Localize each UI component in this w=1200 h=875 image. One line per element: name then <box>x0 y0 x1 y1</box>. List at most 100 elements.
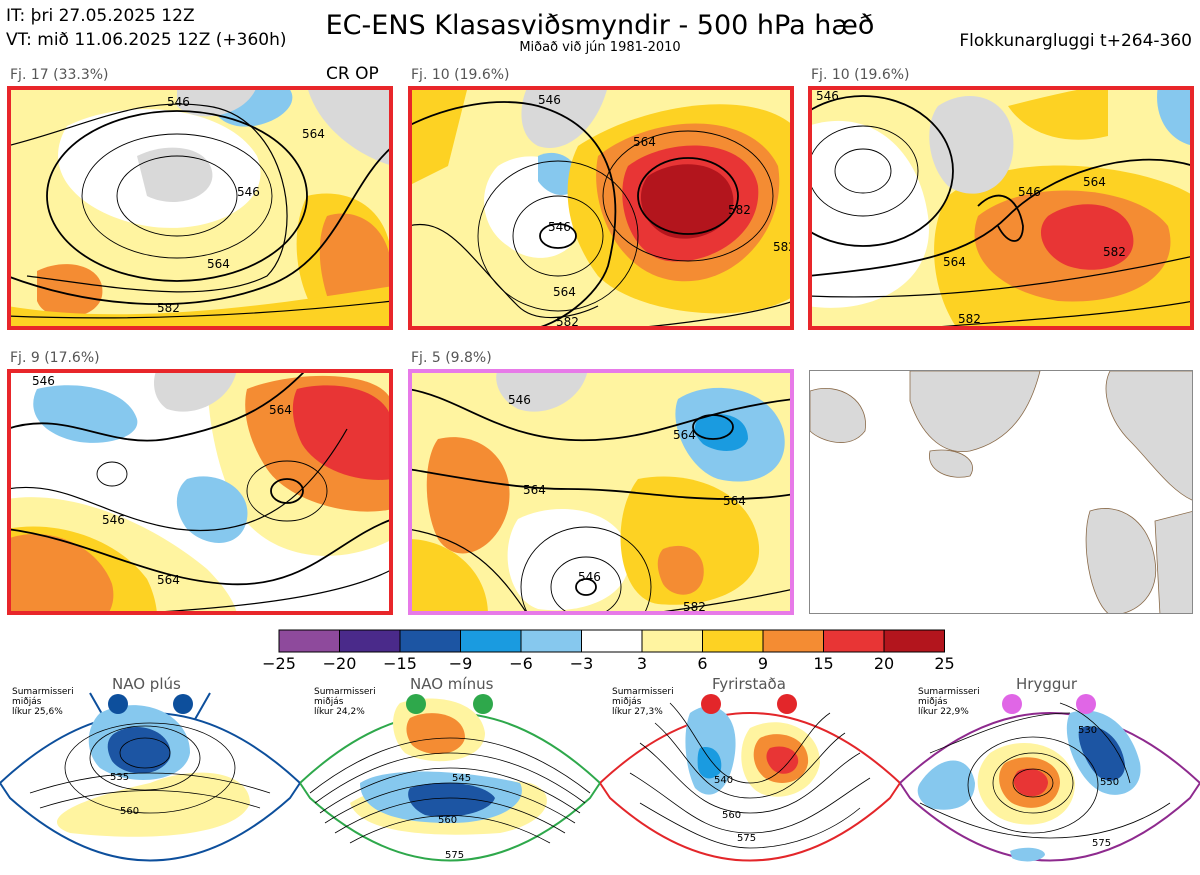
regime-title: NAO plús <box>112 675 181 693</box>
init-time: IT: þri 27.05.2025 12Z <box>6 6 195 26</box>
contour-label: 564 <box>302 127 325 141</box>
contour-label: 564 <box>157 573 180 587</box>
regime-ridge: 530 550 575 Hryggur Sumarmisseri miðjás … <box>898 673 1200 871</box>
iceland-landmass <box>928 449 973 478</box>
strong-positive-anomaly-area <box>426 437 510 554</box>
colorbar-tick: −25 <box>262 654 296 673</box>
very-strong-positive-anomaly-area <box>766 746 799 774</box>
strong-positive-anomaly-area <box>7 534 114 615</box>
contour-label: 550 <box>1100 777 1119 788</box>
arctic-land <box>177 86 257 117</box>
neutral-anomaly-area <box>808 120 929 308</box>
contour-label: 582 <box>1103 245 1126 259</box>
regime-info: Sumarmisseri miðjás líkur 25,6% <box>12 687 74 717</box>
arctic-island <box>810 388 866 443</box>
valid-time: VT: mið 11.06.2025 12Z (+360h) <box>6 30 287 50</box>
strong-negative-anomaly-area <box>408 782 495 818</box>
strong-negative-anomaly-area <box>107 727 171 774</box>
colorbar-tick: −3 <box>570 654 594 673</box>
colorbar-ticks: −25 −20 −15 −9 −6 −3 3 6 9 15 20 25 <box>262 654 955 673</box>
regime-blocking: 540 560 575 Fyrirstaða Sumarmisseri miðj… <box>598 673 902 871</box>
regime-marker <box>1076 694 1096 714</box>
cluster-frame <box>408 86 794 330</box>
regime-marker <box>173 694 193 714</box>
contour-label: 582 <box>683 600 706 614</box>
cluster-frame <box>808 86 1194 330</box>
negative-anomaly-area <box>176 476 248 543</box>
neutral-anomaly-area <box>507 509 630 611</box>
regime-map-svg: 530 550 575 <box>898 694 1200 862</box>
strong-negative-anomaly-area <box>697 747 722 779</box>
positive-anomaly-area <box>408 86 468 186</box>
colorbar-swatches <box>278 629 945 653</box>
regime-info: Sumarmisseri miðjás líkur 22,9% <box>918 687 980 717</box>
colorbar-swatch <box>278 629 340 653</box>
extreme-positive-anomaly-area <box>640 164 734 239</box>
strong-positive-anomaly-area <box>37 264 103 318</box>
colorbar-swatch <box>520 629 582 653</box>
colorbar-tick: 15 <box>813 654 833 673</box>
regime-marker <box>1002 694 1022 714</box>
contour-label: 546 <box>102 513 125 527</box>
regime-title: Fyrirstaða <box>712 675 786 693</box>
strong-negative-anomaly-area <box>1078 726 1125 781</box>
cluster-map-5: 546 546 564 564 564 582 <box>408 369 794 615</box>
cluster-map-1-svg: 546 546 564 564 582 <box>7 86 393 330</box>
contour-label: 560 <box>722 810 741 821</box>
colorbar-tick: −15 <box>383 654 417 673</box>
regime-title: Hryggur <box>1016 675 1078 693</box>
cluster-1-tag: CR OP <box>326 64 379 84</box>
europe-landmass <box>1154 511 1192 613</box>
contour-label: 540 <box>714 775 733 786</box>
regime-marker <box>777 694 797 714</box>
regime-nao-minus: 545 560 575 NAO mínus Sumarmisseri miðjá… <box>298 673 602 871</box>
contour-label: 546 <box>816 89 839 103</box>
contour-label: 564 <box>269 403 292 417</box>
colorbar-swatch <box>399 629 461 653</box>
contour-label: 546 <box>538 93 561 107</box>
colorbar-tick: −9 <box>449 654 473 673</box>
contour-label: 546 <box>32 374 55 388</box>
contour-label: 582 <box>773 240 794 254</box>
contour-label: 575 <box>737 833 756 844</box>
regime-info: Sumarmisseri miðjás líkur 27,3% <box>612 687 674 717</box>
colorbar: −25 −20 −15 −9 −6 −3 3 6 9 15 20 25 <box>262 629 955 673</box>
contour-label: 564 <box>673 428 696 442</box>
colorbar-tick: −6 <box>509 654 533 673</box>
cluster-5-label: Fj. 5 (9.8%) <box>411 350 492 366</box>
contour-label: 530 <box>1078 725 1097 736</box>
cluster-frame <box>7 86 393 330</box>
negative-anomaly-area <box>1157 86 1194 146</box>
cluster-map-4-svg: 546 546 564 564 <box>7 369 393 615</box>
cluster-frame <box>7 369 393 615</box>
contour-label: 582 <box>728 203 751 217</box>
positive-anomaly-area <box>1008 86 1108 140</box>
cluster-map-1: 546 546 564 564 582 <box>7 86 393 330</box>
regime-marker <box>108 694 128 714</box>
cluster-4-label: Fj. 9 (17.6%) <box>10 350 100 366</box>
contour-label: 582 <box>556 315 579 329</box>
cluster-3-label: Fj. 10 (19.6%) <box>811 67 910 83</box>
cluster-map-4: 546 546 564 564 <box>7 369 393 615</box>
clustering-window: Flokkunargluggi t+264-360 <box>959 31 1192 51</box>
reference-map <box>809 370 1193 614</box>
contour-label: 546 <box>578 570 601 584</box>
colorbar-tick: 3 <box>637 654 647 673</box>
colorbar-tick: 25 <box>934 654 954 673</box>
scandinavia-landmass <box>307 86 393 166</box>
colorbar-tick: −20 <box>323 654 357 673</box>
contour-label: 546 <box>167 95 190 109</box>
colorbar-tick: 9 <box>758 654 768 673</box>
positive-anomaly-area <box>408 539 488 615</box>
colorbar-tick: 20 <box>874 654 894 673</box>
greenland-landmass <box>496 369 588 412</box>
contour-label: 560 <box>438 815 457 826</box>
negative-anomaly-area <box>1010 847 1045 862</box>
contour-label: 546 <box>508 393 531 407</box>
colorbar-swatch <box>762 629 824 653</box>
contour-label: 546 <box>237 185 260 199</box>
very-strong-positive-anomaly-area <box>292 385 393 480</box>
regime-map-svg: 545 560 575 <box>298 694 602 862</box>
strong-positive-anomaly-area <box>406 713 465 755</box>
contour-label: 564 <box>207 257 230 271</box>
